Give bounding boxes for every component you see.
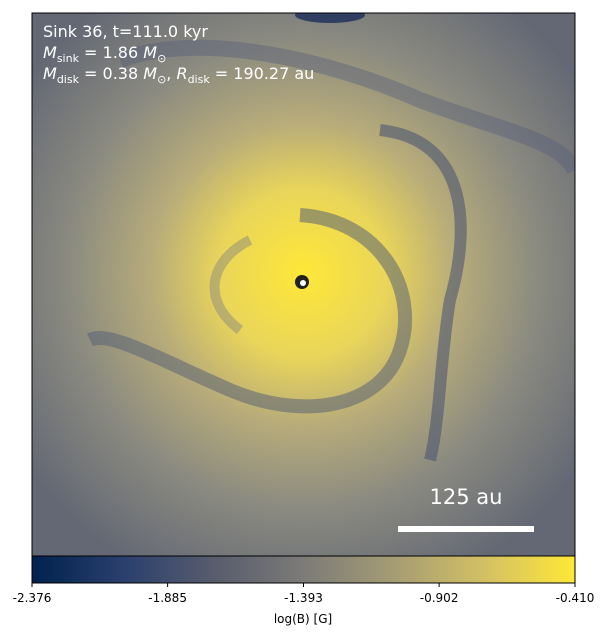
annotation-part: M [43, 64, 57, 83]
annotation: Msink = 1.86 M⊙ [43, 43, 166, 65]
annotation-part: = 190.27 au [210, 64, 315, 83]
annotation-part: ⊙ [157, 52, 166, 65]
annotation-part: M [43, 43, 57, 62]
colorbar [31, 555, 576, 584]
colorbar-tick-label: -1.393 [284, 591, 323, 605]
annotation: Sink 36, t=111.0 kyr [43, 22, 208, 41]
field-image: 125 au [32, 13, 575, 556]
colorbar-label: log(B) [G] [274, 612, 332, 626]
annotation-part: ⊙ [157, 73, 166, 86]
annotation-part: = 0.38 [79, 64, 143, 83]
colorbar-tick-label: -0.902 [420, 591, 459, 605]
annotation-part: sink [57, 52, 80, 65]
annotation: Mdisk = 0.38 M⊙, Rdisk = 190.27 au [43, 64, 314, 86]
annotation-part: M [143, 64, 157, 83]
annotation-part: = 1.86 [79, 43, 143, 62]
annotation-part: Sink 36, t=111.0 kyr [43, 22, 208, 41]
annotation-part: R [176, 64, 187, 83]
annotation-part: M [143, 43, 157, 62]
scale-bar-label: 125 au [430, 485, 503, 509]
colorbar-tick-label: -1.885 [148, 591, 187, 605]
annotation-part: disk [57, 73, 80, 86]
annotation-part: disk [188, 73, 211, 86]
colorbar-tick-label: -0.410 [556, 591, 595, 605]
colorbar-tick-label: -2.376 [13, 591, 52, 605]
annotation-part: , [166, 64, 176, 83]
